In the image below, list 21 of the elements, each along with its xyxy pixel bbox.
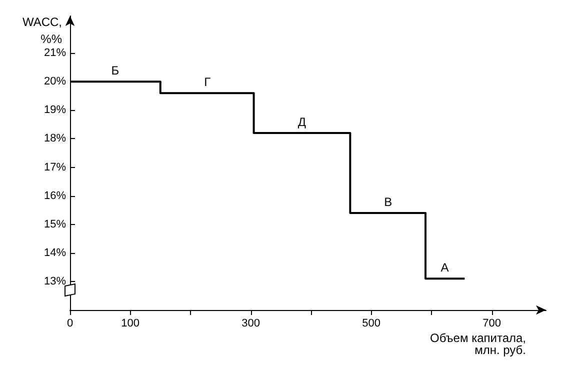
y-tick-label: 19% (44, 104, 66, 116)
x-tick-label: 700 (482, 318, 501, 330)
y-tick-label: 14% (44, 246, 66, 259)
y-tick-label: 16% (44, 190, 66, 202)
y-tick-label: 18% (44, 132, 66, 145)
y-tick-label: 15% (44, 218, 66, 230)
annotation: А (440, 260, 449, 275)
annotation: В (384, 194, 392, 209)
x-axis-title: Объем капитала, млн. руб. (430, 331, 526, 357)
y-tick-label: 17% (44, 161, 66, 174)
annotation: Д (298, 115, 306, 130)
annotation: Г (204, 75, 212, 90)
annotation: Б (111, 64, 120, 78)
x-tick-label: 500 (362, 318, 380, 330)
x-tick-label: 0 (66, 318, 74, 330)
y-tick-label: 13% (44, 275, 66, 288)
x-tick-label: 100 (121, 318, 140, 330)
x-tick-label: 300 (242, 318, 260, 330)
y-tick-label: 21% (44, 47, 66, 60)
y-tick-label: 20% (44, 76, 66, 88)
y-axis-title: WACC, %% (22, 15, 62, 46)
